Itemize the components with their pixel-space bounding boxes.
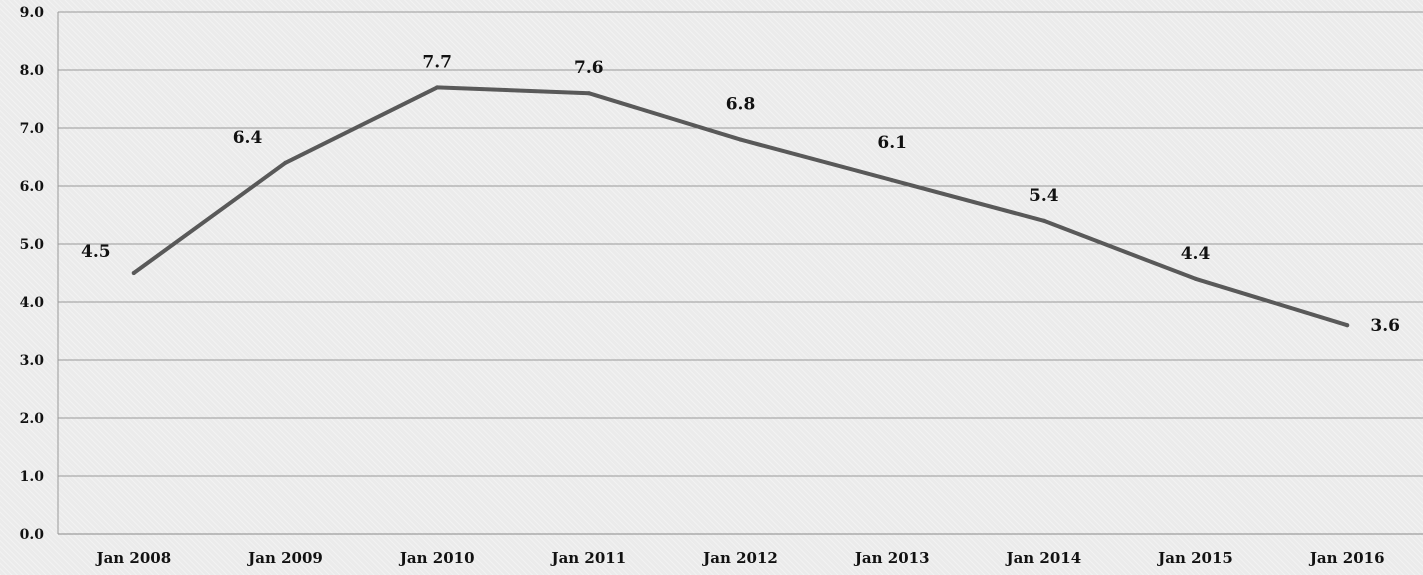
data-label: 3.6 xyxy=(1370,316,1400,336)
x-tick-label: Jan 2011 xyxy=(549,549,626,567)
data-label: 4.4 xyxy=(1181,244,1211,264)
y-tick-label: 0.0 xyxy=(20,527,45,543)
data-labels: 4.5 6.4 7.7 7.6 6.8 6.1 5.4 4.4 3.6 xyxy=(81,52,1400,336)
y-tick-label: 7.0 xyxy=(20,121,45,137)
data-label: 7.6 xyxy=(574,58,604,78)
data-point xyxy=(1193,276,1198,281)
series-line xyxy=(131,85,1350,328)
y-tick-label: 1.0 xyxy=(20,469,45,485)
y-tick-label: 2.0 xyxy=(20,411,45,427)
x-tick-label: Jan 2012 xyxy=(701,549,778,567)
x-tick-labels: Jan 2008 Jan 2009 Jan 2010 Jan 2011 Jan 2012… xyxy=(94,549,1384,567)
x-tick-label: Jan 2008 xyxy=(94,549,171,567)
data-point xyxy=(131,271,136,275)
y-tick-label: 4.0 xyxy=(20,295,45,311)
y-tick-label: 5.0 xyxy=(20,237,45,253)
data-label: 6.8 xyxy=(726,95,756,115)
data-label: 7.7 xyxy=(422,52,452,72)
data-point xyxy=(283,160,288,165)
data-label: 4.5 xyxy=(81,242,111,262)
y-tick-label: 8.0 xyxy=(20,63,45,79)
data-point xyxy=(1041,218,1046,223)
data-point xyxy=(1345,323,1350,328)
data-point xyxy=(586,91,591,96)
x-tick-label: Jan 2015 xyxy=(1156,549,1233,567)
data-label: 6.1 xyxy=(877,133,907,153)
y-tick-label: 3.0 xyxy=(20,353,45,369)
data-point xyxy=(435,85,440,90)
series-layer xyxy=(131,85,1350,328)
y-tick-label: 6.0 xyxy=(20,179,45,195)
data-label: 5.4 xyxy=(1029,186,1059,206)
x-tick-label: Jan 2016 xyxy=(1308,549,1385,567)
data-point xyxy=(738,137,743,142)
x-tick-label: Jan 2014 xyxy=(1004,549,1081,567)
y-tick-label: 9.0 xyxy=(20,5,45,21)
y-tick-labels: 0.0 1.0 2.0 3.0 4.0 5.0 6.0 7.0 8.0 9.0 xyxy=(20,5,45,543)
data-point xyxy=(890,178,895,183)
x-tick-label: Jan 2010 xyxy=(398,549,475,567)
x-tick-label: Jan 2013 xyxy=(853,549,930,567)
x-tick-label: Jan 2009 xyxy=(246,549,323,567)
data-label: 6.4 xyxy=(233,128,263,148)
gridlines xyxy=(58,11,1423,535)
